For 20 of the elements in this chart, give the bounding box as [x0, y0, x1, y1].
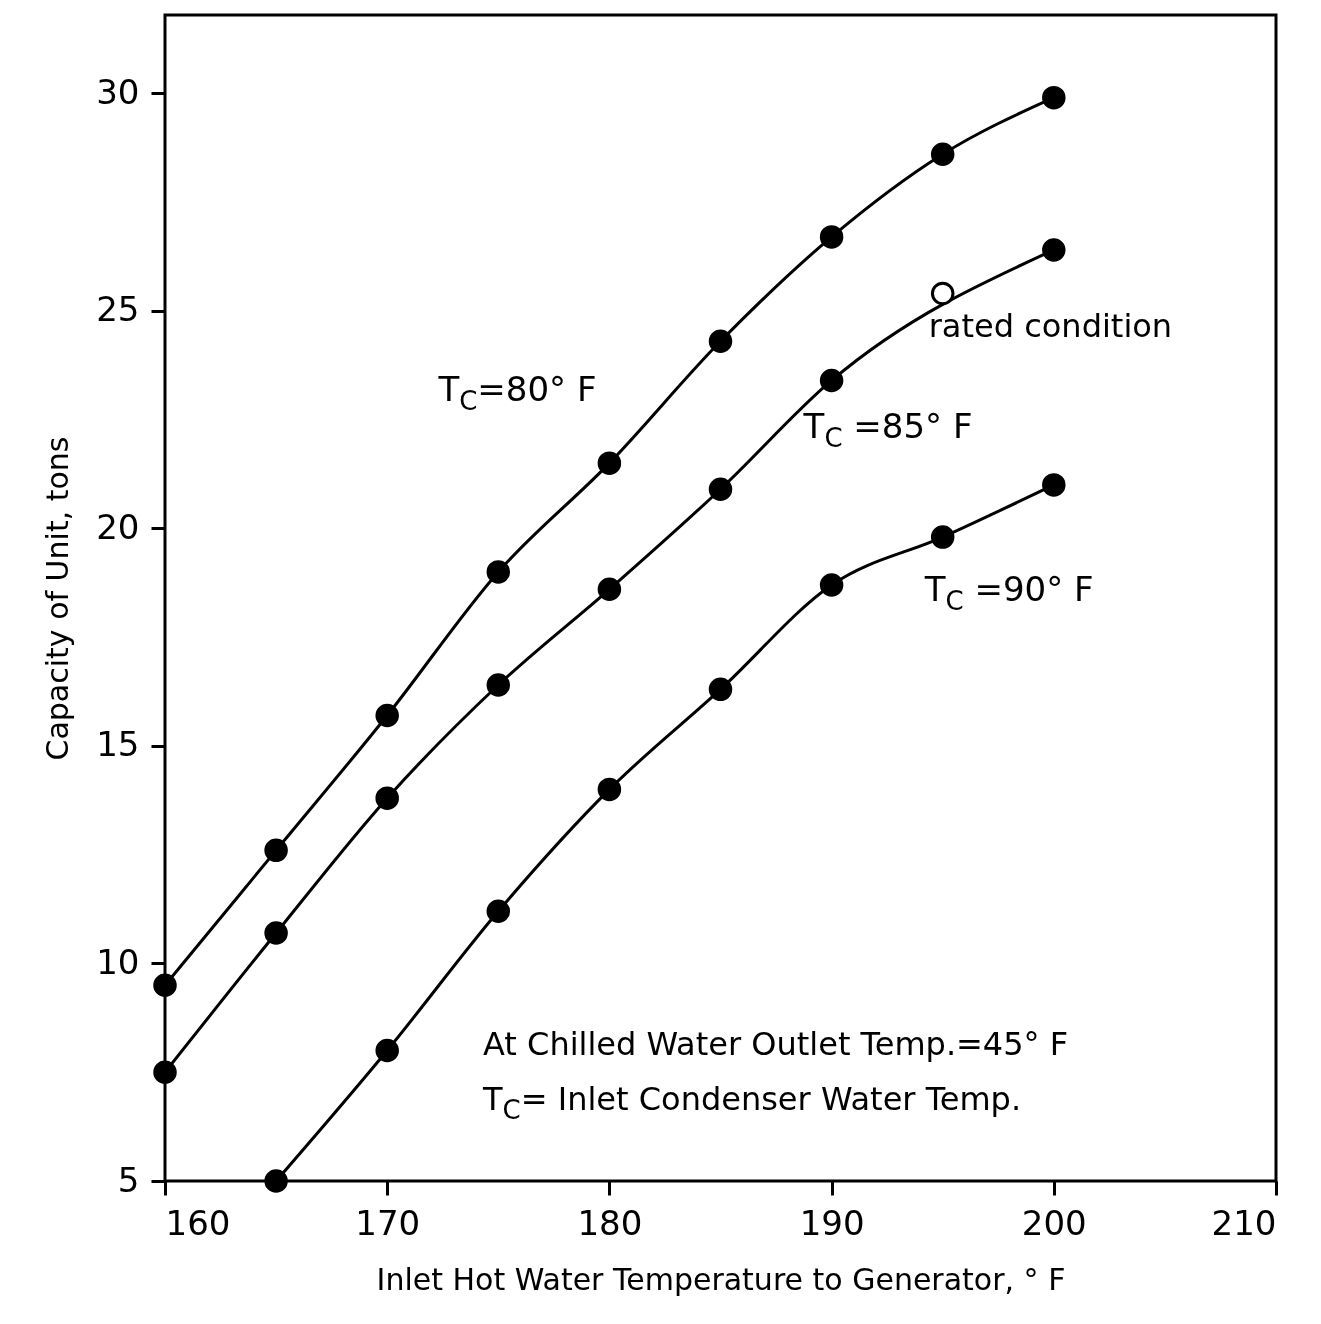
annotation: rated condition	[928, 307, 1173, 346]
y-tick-label: 30	[96, 71, 140, 112]
annotation: T$_{C}$= Inlet Condenser Water Temp.	[482, 1080, 1022, 1126]
x-tick-label: 180	[577, 1202, 643, 1243]
y-tick-label: 15	[96, 724, 140, 765]
y-tick-label: 20	[96, 506, 140, 547]
series-label: T$_{C}$ =90° F	[923, 569, 1094, 617]
x-tick-label: 160	[165, 1202, 231, 1243]
y-tick-label: 25	[96, 289, 140, 330]
y-tick-label: 10	[96, 941, 140, 982]
series-label: T$_{C}$=80° F	[437, 369, 597, 417]
x-tick-label: 200	[1021, 1202, 1087, 1243]
x-tick-label: 170	[355, 1202, 421, 1243]
x-axis-title: Inlet Hot Water Temperature to Generator, ° F	[376, 1261, 1066, 1297]
x-tick-label: 210	[1211, 1202, 1277, 1243]
x-tick-label: 190	[799, 1202, 865, 1243]
y-tick-label: 5	[117, 1159, 140, 1200]
annotation: At Chilled Water Outlet Temp.=45° F	[483, 1025, 1069, 1063]
y-axis-title: Capacity of Unit, tons	[40, 436, 76, 761]
series-label: T$_{C}$ =85° F	[802, 406, 973, 454]
